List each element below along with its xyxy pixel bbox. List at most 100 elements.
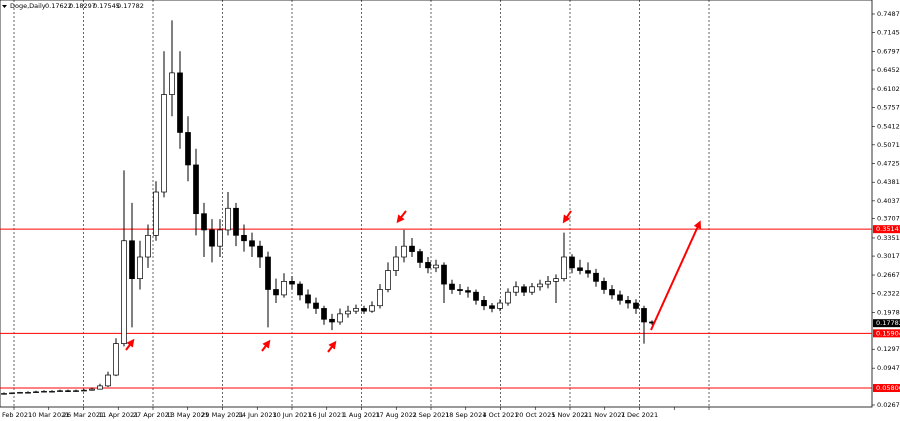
- candle-body: [209, 229, 215, 247]
- annotation-arrow: [261, 339, 271, 352]
- candle-body: [385, 270, 391, 290]
- candle-body: [593, 272, 599, 282]
- candle-body: [273, 289, 279, 296]
- candle-body: [321, 308, 327, 320]
- candle-body: [361, 308, 367, 312]
- candle-body: [265, 256, 271, 290]
- x-tick-label: 21 Nov 2021: [584, 411, 626, 419]
- candle-body: [153, 191, 159, 236]
- x-tick-label: 26 Mar 2021: [63, 411, 104, 419]
- annotation-arrow: [327, 340, 337, 353]
- level-label-box: [873, 384, 900, 393]
- candle-body: [73, 390, 79, 392]
- candle-body: [161, 94, 167, 193]
- candle-body: [641, 308, 647, 323]
- low: 0.17545: [93, 2, 120, 10]
- x-tick-label: 30 Jun 2021: [272, 411, 311, 419]
- y-tick-label: 0.50715: [877, 141, 900, 149]
- candle-body: [617, 294, 623, 301]
- candle-body: [489, 305, 495, 309]
- y-tick-label: 0.61025: [877, 85, 900, 93]
- candle-body: [601, 281, 607, 290]
- x-tick-label: 5 Nov 2021: [551, 411, 589, 419]
- candle-body: [169, 72, 175, 95]
- candle-body: [41, 390, 47, 393]
- candle-body: [473, 291, 479, 301]
- y-tick-label: 0.64525: [877, 66, 900, 74]
- candle-body: [241, 234, 247, 242]
- candle-body: [137, 256, 143, 280]
- candle-body: [297, 283, 303, 296]
- annotation-arrow: [125, 338, 135, 351]
- x-tick-label: 13 May 2021: [167, 411, 209, 419]
- candle-body: [257, 245, 263, 258]
- candle-body: [457, 289, 463, 291]
- header: Doge,Daily 0.17622 0.18297 0.17545 0.177…: [2, 2, 144, 10]
- x-tick-label: 18 Sep 2021: [445, 411, 486, 419]
- candle-body: [505, 291, 511, 304]
- y-tick-label: 0.33515: [877, 234, 900, 242]
- price-label-box: [873, 319, 900, 328]
- candle-body: [545, 281, 551, 285]
- grid: [0, 0, 872, 407]
- candle-body: [105, 374, 111, 387]
- x-tick-label: 17 Aug 2021: [375, 411, 417, 419]
- candle-body: [433, 264, 439, 269]
- candle-body: [417, 251, 423, 263]
- candle-body: [217, 229, 223, 247]
- candle-body: [57, 390, 63, 392]
- candle-body: [65, 390, 71, 392]
- candle-body: [17, 392, 23, 394]
- candle-body: [177, 72, 183, 133]
- menu-triangle: [2, 5, 7, 8]
- annotations: [125, 210, 701, 353]
- candle-body: [577, 267, 583, 271]
- x-tick-label: 20 Oct 2021: [515, 411, 555, 419]
- candle-body: [609, 289, 615, 296]
- candle-body: [113, 343, 119, 376]
- candle-body: [625, 299, 631, 304]
- candle-body: [305, 294, 311, 304]
- candle-body: [249, 240, 255, 247]
- candle-body: [497, 302, 503, 309]
- candle-body: [9, 392, 15, 395]
- candle-body: [353, 308, 359, 312]
- annotation-arrow: [562, 210, 572, 224]
- x-tick-label: 16 Jul 2021: [308, 411, 345, 419]
- candle-body: [377, 289, 383, 307]
- candle-body: [97, 385, 103, 390]
- candle-body: [25, 392, 31, 394]
- candle-body: [129, 240, 135, 280]
- x-tick-label: 29 May 2021: [201, 411, 243, 419]
- x-tick-label: 2 Sep 2021: [412, 411, 449, 419]
- y-tick-label: 0.74875: [877, 10, 900, 18]
- x-tick-label: 11 Apr 2021: [98, 411, 138, 419]
- candle-body: [449, 283, 455, 290]
- annotation-arrow: [650, 220, 701, 331]
- candles: [1, 20, 655, 395]
- level-label-box: [873, 225, 900, 234]
- candle-body: [225, 207, 231, 231]
- candle-body: [633, 302, 639, 309]
- x-tick-label: 14 Jun 2021: [238, 411, 277, 419]
- y-tick-label: 0.54125: [877, 122, 900, 130]
- close: 0.17782: [117, 2, 144, 10]
- candle-body: [337, 313, 343, 323]
- open: 0.17622: [45, 2, 72, 10]
- candle-body: [345, 310, 351, 315]
- candle-body: [529, 286, 535, 293]
- candle-body: [553, 278, 559, 282]
- candle-body: [409, 245, 415, 252]
